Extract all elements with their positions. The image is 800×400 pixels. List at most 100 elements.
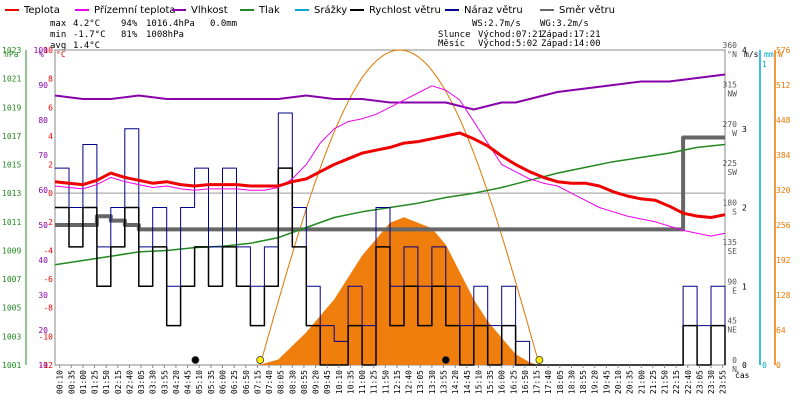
x-tick-label: 09:20 [312, 370, 321, 394]
moon-set-marker [441, 356, 450, 364]
stat-rain: 0.0mm [210, 19, 237, 29]
temperature-tick: 10 [43, 46, 53, 55]
solar-tick: 448 [776, 116, 791, 125]
left-axes: hPa% °C 1001 1003 1005 1007 1009 1011 1013 1015 10… [2, 46, 66, 370]
x-tick-label: 03:55 [160, 370, 169, 394]
humidity-tick: 40 [38, 256, 48, 265]
temperature-line [54, 131, 726, 219]
solar-tick: 512 [776, 81, 791, 90]
temperature-tick: -6 [43, 275, 53, 284]
pressure-tick: 1013 [2, 189, 21, 198]
humidity-axis-label: % [39, 50, 44, 59]
solar-axis-label: W [778, 50, 783, 59]
x-axis-label: čas [735, 370, 750, 380]
stat-temp: -1.7°C [73, 30, 106, 40]
x-tick-label: 13:05 [416, 370, 425, 394]
direction-tick: 225 [723, 159, 738, 168]
temperature-tick: 0 [48, 189, 53, 198]
ground-temperature-line [54, 85, 726, 237]
solar-radiation-area [258, 217, 538, 365]
direction-tick-letter: N [732, 365, 737, 374]
moon-rise-info: Východ:5:02 [478, 39, 538, 49]
x-tick-label: 07:15 [253, 370, 262, 394]
direction-tick: 360 [723, 41, 738, 50]
x-tick-label: 05:35 [207, 370, 216, 394]
direction-tick: 45 [727, 317, 737, 326]
stat-pressure: 1016.4hPa [146, 19, 195, 29]
x-tick-label: 19:45 [602, 370, 611, 394]
temperature-tick: -10 [39, 332, 54, 341]
info-block: WS:2.7m/s WG:3.2m/s Slunce Východ:07:21Zápa… [438, 19, 601, 49]
pressure-tick: 1005 [2, 304, 21, 313]
stat-label: min [50, 30, 66, 40]
x-tick-label: 03:05 [137, 370, 146, 394]
x-tick-label: 16:50 [521, 370, 530, 394]
legend-label: Náraz větru [464, 4, 523, 16]
humidity-tick: 60 [38, 186, 48, 195]
solar-tick: 128 [776, 291, 791, 300]
x-tick-label: 20:10 [614, 370, 623, 394]
x-tick-label: 10:35 [347, 370, 356, 394]
legend-label: Směr větru [559, 4, 615, 16]
x-tick-label: 00:35 [67, 370, 76, 394]
wind-tick: 3 [742, 125, 747, 134]
temperature-tick: 8 [48, 75, 53, 84]
x-tick-label: 01:50 [102, 370, 111, 394]
x-tick-label: 16:00 [498, 370, 507, 394]
x-tick-label: 01:25 [91, 370, 100, 394]
temperature-tick: -4 [43, 247, 53, 256]
x-tick-label: 14:20 [451, 370, 460, 394]
moon-set-info: Západ:14:00 [541, 39, 601, 49]
temperature-tick: -8 [43, 304, 53, 313]
direction-tick-letter: NW [727, 89, 737, 98]
legend-label: Rychlost větru [369, 4, 441, 16]
moon-label: Měsíc [438, 39, 465, 49]
x-tick-label: 08:05 [277, 370, 286, 394]
rain-tick: 1 [762, 60, 767, 69]
x-tick-label: 18:30 [568, 370, 577, 394]
temperature-tick: 4 [48, 132, 53, 141]
x-tick-label: 06:50 [242, 370, 251, 394]
humidity-tick: 30 [38, 291, 48, 300]
stat-temp: 4.2°C [73, 19, 100, 29]
wind-speed-info: WS:2.7m/s [472, 19, 521, 29]
x-tick-label: 23:05 [695, 370, 704, 394]
x-tick-label: 18:55 [579, 370, 588, 394]
direction-tick: 315 [723, 80, 738, 89]
legend-label: Teplota [23, 5, 60, 16]
x-tick-label: 13:55 [440, 370, 449, 394]
x-tick-label: 09:45 [323, 370, 332, 394]
x-tick-label: 21:00 [637, 370, 646, 394]
x-tick-label: 15:10 [474, 370, 483, 394]
humidity-tick: 50 [38, 221, 48, 230]
x-tick-label: 08:55 [300, 370, 309, 394]
rain-tick: 0 [762, 361, 767, 370]
temperature-tick: 2 [48, 161, 53, 170]
wind-tick: 0 [742, 361, 747, 370]
pressure-tick: 1009 [2, 247, 21, 256]
direction-tick: 90 [727, 277, 737, 286]
legend-label: Vlhkost [191, 5, 228, 16]
temperature-tick: -12 [39, 361, 54, 370]
sun-set-marker [535, 356, 544, 364]
wind-direction-line [55, 135, 725, 232]
wind-speed-line [55, 167, 726, 366]
x-tick-label: 00:10 [56, 370, 65, 394]
direction-tick-letter: S [732, 208, 737, 217]
humidity-tick: 20 [38, 326, 48, 335]
x-tick-label: 11:50 [381, 370, 390, 394]
pressure-tick: 1007 [2, 275, 21, 284]
x-tick-label: 22:15 [672, 370, 681, 394]
x-tick-label: 17:40 [544, 370, 553, 394]
moon-rise-marker [191, 356, 200, 364]
x-tick-label: 11:25 [370, 370, 379, 394]
direction-tick-letter: E [732, 286, 737, 295]
pressure-tick: 1003 [2, 332, 21, 341]
direction-axis-label: ° [727, 50, 732, 59]
x-tick-label: 04:20 [172, 370, 181, 394]
direction-tick-letter: W [732, 129, 737, 138]
legend-label: Tlak [258, 5, 280, 16]
humidity-line [54, 73, 726, 111]
pressure-tick: 1021 [2, 75, 21, 84]
